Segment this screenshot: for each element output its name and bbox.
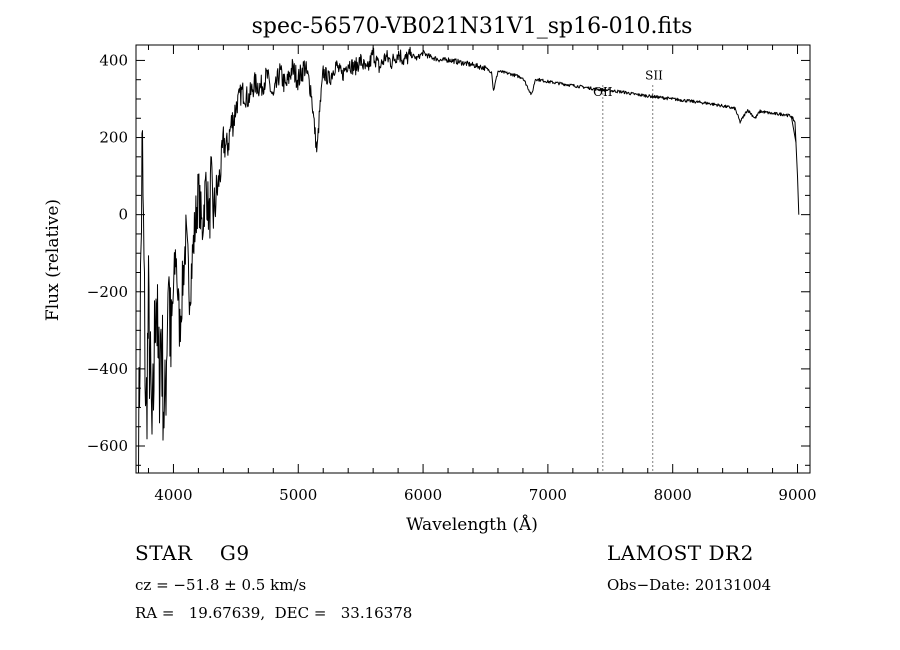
coordinates-radec: RA = 19.67639, DEC = 33.16378 [135,604,413,622]
y-tick-label: −200 [87,283,128,301]
x-tick-label: 5000 [279,486,317,504]
y-tick-label: −400 [87,360,128,378]
axis-ticks: 4000 5000 6000 7000 8000 9000 −600 −400 −200 0 200… [87,45,817,504]
survey-name: LAMOST DR2 [607,541,754,565]
line-annotations: SII OII [593,69,663,473]
y-tick-label: 200 [99,129,128,147]
chart-title: spec-56570-VB021N31V1_sp16-010.fits [252,14,693,39]
x-tick-label: 7000 [529,486,567,504]
spectrum-line [138,46,800,474]
plot-area [135,44,811,474]
y-tick-label: 0 [118,206,128,224]
y-axis-label: Flux (relative) [43,199,63,321]
observation-date: Obs−Date: 20131004 [607,576,772,594]
x-tick-label: 9000 [778,486,816,504]
x-tick-label: 6000 [404,486,442,504]
x-axis-label: Wavelength (Å) [406,514,538,535]
line-label: OII [593,85,613,99]
object-classification: STAR G9 [135,541,250,565]
y-tick-label: 400 [99,51,128,69]
x-tick-label: 4000 [154,486,192,504]
redshift-velocity: cz = −51.8 ± 0.5 km/s [135,576,307,594]
y-tick-label: −600 [87,437,128,455]
line-label: SII [645,69,663,83]
x-tick-label: 8000 [654,486,692,504]
